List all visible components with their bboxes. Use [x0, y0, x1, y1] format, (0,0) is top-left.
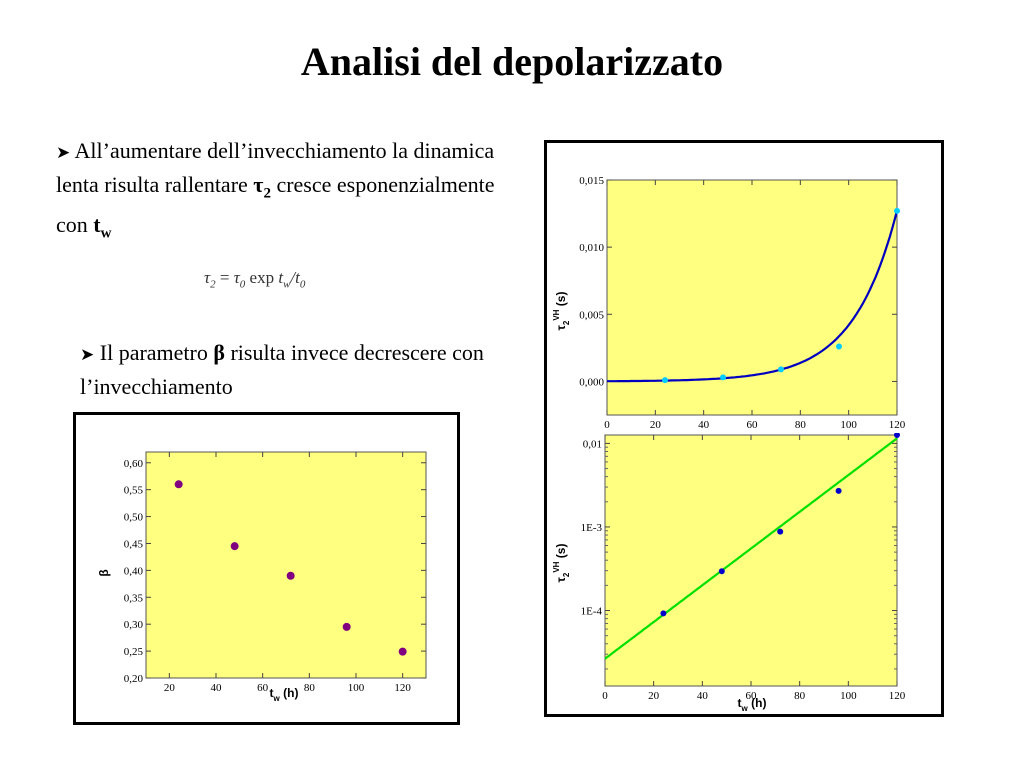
x-axis-label: tw (h)	[738, 696, 767, 713]
data-point	[778, 366, 784, 373]
tw-symbol: tw	[93, 212, 112, 242]
formula: τ2 = τ0 exp tw/t0	[204, 268, 306, 291]
x-tick-label: 40	[698, 419, 710, 431]
y-tick-label: 1E-4	[581, 606, 603, 618]
x-tick-label: 120	[394, 682, 411, 694]
bullet-beta: ➤ Il parametro β risulta invece decresce…	[80, 337, 500, 402]
x-axis-label: tw (h)	[270, 686, 299, 703]
data-point	[835, 487, 842, 494]
x-tick-label: 40	[697, 690, 709, 702]
x-tick-label: 100	[840, 419, 857, 431]
bullet-tau-lead: All’aumentare dell’invecchiamento la din…	[56, 138, 495, 197]
y-axis-label: τ2VH (s)	[552, 292, 571, 331]
x-tick-label: 80	[795, 419, 807, 431]
beta-chart: 20 40 60 80 100 120 0,20 0,25 0,30 0,35 0,40 0,45 0,…	[97, 451, 427, 703]
data-point	[718, 568, 725, 575]
bullet-tau: ➤ All’aumentare dell’invecchiamento la d…	[56, 135, 526, 250]
y-axis-label: β	[97, 569, 111, 576]
plot-area	[145, 451, 427, 679]
data-point	[398, 647, 407, 656]
data-point	[662, 377, 668, 384]
x-tick-label: 40	[211, 682, 223, 694]
x-tick-label: 60	[746, 690, 758, 702]
tau2-symbol: τ2	[253, 172, 271, 202]
y-tick-label: 0,000	[579, 376, 604, 388]
data-point	[894, 433, 900, 438]
x-tick-label: 20	[650, 419, 662, 431]
data-point	[836, 343, 842, 350]
fit-curve	[604, 437, 898, 660]
y-axis-label: τ2VH (s)	[552, 544, 571, 583]
x-tick-label: 20	[648, 690, 660, 702]
bullet-beta-lead: Il parametro	[99, 340, 208, 365]
x-tick-label: 80	[304, 682, 316, 694]
y-tick-label: 0,30	[124, 619, 144, 631]
y-tick-label: 0,20	[124, 673, 144, 685]
slide-title: Analisi del depolarizzato	[300, 39, 724, 84]
x-tick-label: 60	[747, 419, 759, 431]
y-tick-label: 0,55	[124, 485, 144, 497]
beta-chart-frame: 20 40 60 80 100 120 0,20 0,25 0,30 0,35 0,40 0,45 0,…	[73, 412, 460, 725]
y-tick-label: 0,005	[579, 309, 604, 321]
arrow-bullet-icon: ➤	[56, 143, 71, 163]
x-tick-label: 0	[604, 419, 610, 431]
data-point	[286, 571, 295, 580]
data-point	[230, 542, 239, 551]
data-point	[174, 480, 183, 489]
x-tick-label: 0	[602, 690, 608, 702]
x-tick-label: 60	[257, 682, 269, 694]
arrow-bullet-icon: ➤	[80, 345, 95, 365]
y-tick-label: 0,010	[579, 242, 604, 254]
y-tick-label: 0,35	[124, 592, 144, 604]
y-tick-label: 0,01	[583, 438, 602, 450]
plot-area	[604, 434, 898, 687]
data-point	[894, 207, 900, 214]
y-tick-label: 0,40	[124, 565, 144, 577]
x-tick-label: 100	[840, 690, 857, 702]
bullet-beta-rest: risulta invece decrescere con l’invecchi…	[80, 340, 484, 399]
x-tick-label: 100	[348, 682, 365, 694]
y-tick-label: 0,015	[579, 175, 604, 187]
data-point	[777, 528, 784, 535]
y-tick-label: 0,50	[124, 512, 144, 524]
y-tick-label: 0,60	[124, 458, 144, 470]
data-point	[720, 374, 726, 381]
fit-curve	[607, 210, 899, 383]
beta-symbol: β	[213, 340, 225, 365]
x-tick-label: 120	[889, 690, 906, 702]
bullet-tau-mid: cresce esponenzialmente con	[56, 172, 495, 238]
data-point	[660, 610, 667, 617]
data-point	[342, 622, 351, 631]
x-tick-label: 20	[164, 682, 176, 694]
tau-log-chart: 0 20 40 60 80 100 120 1E-4 1E-3 0,01 tw (h) τ2VH (s…	[552, 433, 906, 713]
y-tick-label: 1E-3	[581, 522, 603, 534]
y-tick-label: 0,25	[124, 646, 144, 658]
x-tick-label: 80	[794, 690, 806, 702]
y-tick-label: 0,45	[124, 538, 144, 550]
x-tick-label: 120	[889, 419, 906, 431]
